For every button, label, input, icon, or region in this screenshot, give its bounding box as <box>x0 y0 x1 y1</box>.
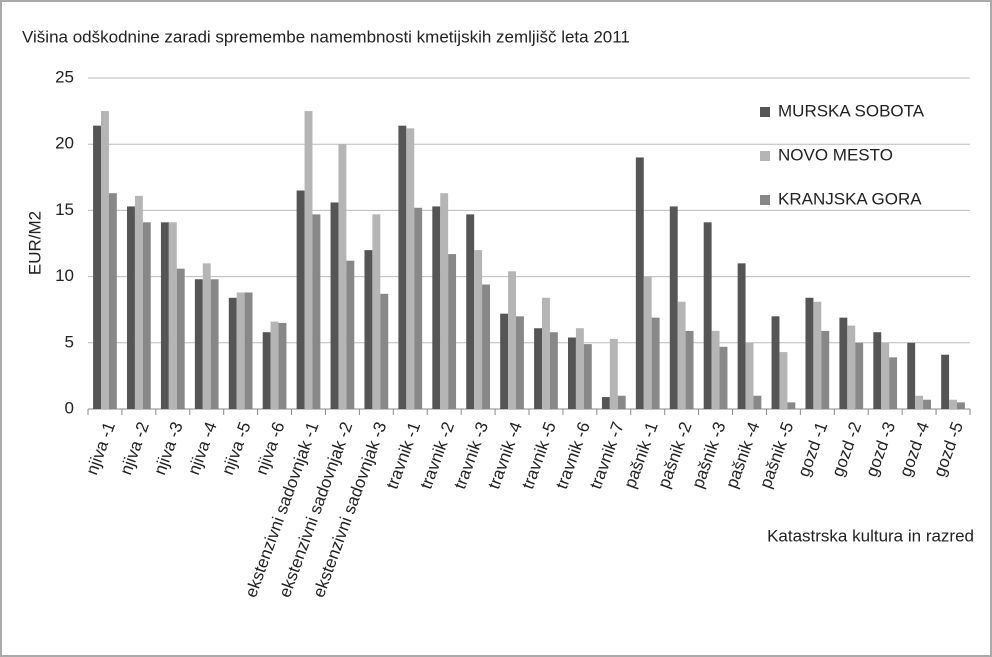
bar <box>108 193 117 409</box>
bar <box>609 338 618 409</box>
bar <box>568 337 576 409</box>
y-tick-label: 5 <box>65 332 74 351</box>
bar <box>941 354 950 409</box>
bar <box>127 206 135 409</box>
bar <box>176 268 185 409</box>
legend-swatch <box>760 107 770 117</box>
bar <box>821 330 830 409</box>
legend-swatch <box>760 151 770 161</box>
bar <box>745 342 754 409</box>
legend-swatch <box>760 195 770 205</box>
bar <box>508 271 516 409</box>
bar <box>228 297 237 409</box>
bar <box>677 301 686 409</box>
bar <box>855 342 864 409</box>
x-axis-label: Katastrska kultura in razred <box>767 526 974 545</box>
bar <box>482 284 490 409</box>
bar <box>737 263 746 409</box>
bar <box>202 263 211 409</box>
bar <box>651 317 660 409</box>
bar <box>839 317 848 409</box>
bar <box>635 157 644 409</box>
bar <box>134 195 143 409</box>
bar <box>432 206 441 409</box>
bar <box>771 316 780 409</box>
bar <box>881 342 890 409</box>
bar <box>194 279 203 409</box>
legend-label: KRANJSKA GORA <box>778 189 922 208</box>
bar <box>474 250 483 409</box>
bar <box>440 193 449 409</box>
bar <box>583 344 592 409</box>
bar <box>304 111 313 409</box>
bar <box>805 297 814 409</box>
bar <box>448 254 457 409</box>
bar <box>617 395 626 409</box>
bar <box>549 332 558 409</box>
bar <box>414 207 423 409</box>
bar <box>236 292 245 409</box>
bar <box>398 125 407 409</box>
bar <box>372 214 381 409</box>
bar <box>542 297 550 409</box>
y-tick-label: 15 <box>55 200 74 219</box>
bar <box>787 402 796 409</box>
bar <box>923 399 931 409</box>
bar <box>380 293 389 409</box>
bar <box>312 214 321 409</box>
y-tick-label: 20 <box>55 134 74 153</box>
bar <box>685 330 694 409</box>
bar <box>466 214 475 409</box>
bar <box>93 125 102 409</box>
bar <box>813 301 822 409</box>
bar <box>643 276 652 409</box>
bar <box>669 206 678 409</box>
bar <box>949 399 957 409</box>
bar <box>262 332 271 409</box>
bar <box>330 202 339 409</box>
bar <box>338 144 347 409</box>
y-tick-label: 0 <box>65 398 74 417</box>
bar <box>711 330 720 409</box>
bar <box>278 322 287 409</box>
bar <box>270 321 279 409</box>
bar <box>142 222 151 409</box>
bar <box>703 222 712 409</box>
bar <box>244 292 253 409</box>
bar <box>364 250 373 409</box>
bar <box>915 395 924 409</box>
bar <box>160 222 169 409</box>
bar <box>873 332 882 409</box>
bar <box>168 222 177 409</box>
bar <box>575 328 584 409</box>
bar <box>719 346 728 409</box>
bar <box>907 342 916 409</box>
bar <box>847 325 856 409</box>
bar <box>779 352 788 409</box>
bar <box>889 357 898 409</box>
bar <box>210 279 219 409</box>
bar <box>753 395 762 409</box>
bar <box>601 397 610 409</box>
bar <box>296 190 305 409</box>
y-tick-label: 10 <box>55 266 74 285</box>
bar <box>101 111 109 409</box>
legend-label: MURSKA SOBOTA <box>778 101 925 120</box>
y-axis-label: EUR/M2 <box>25 211 44 275</box>
bar <box>500 313 509 409</box>
legend-label: NOVO MESTO <box>778 145 893 164</box>
bar <box>534 328 543 409</box>
bar <box>956 402 965 409</box>
bar <box>406 128 415 409</box>
chart-title: Višina odškodnine zaradi spremembe namem… <box>22 27 630 46</box>
y-tick-label: 25 <box>55 67 74 86</box>
bar <box>515 316 524 409</box>
bar <box>346 260 355 409</box>
